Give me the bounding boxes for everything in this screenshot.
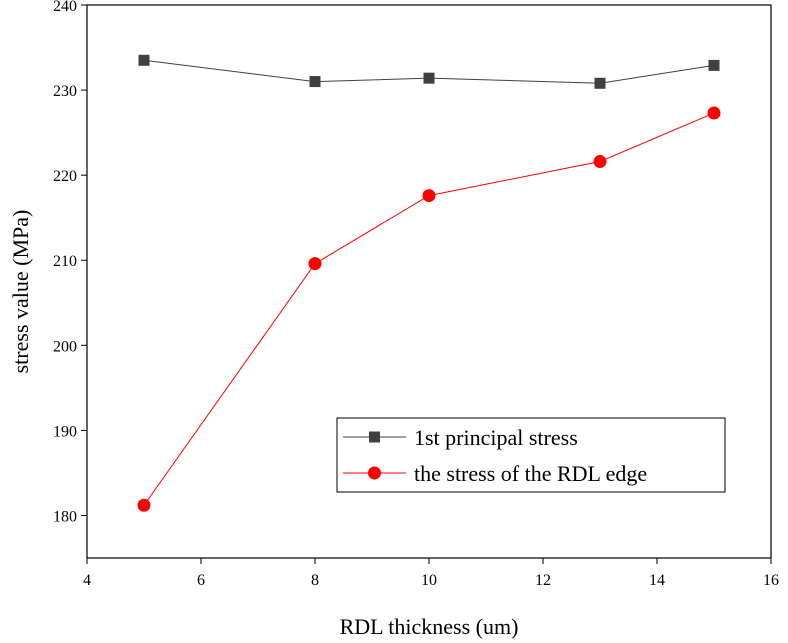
x-tick-label: 14 xyxy=(649,572,665,589)
y-tick-label: 180 xyxy=(53,508,77,525)
y-tick-label: 200 xyxy=(53,338,77,355)
y-tick-label: 220 xyxy=(53,168,77,185)
legend-label-principal: 1st principal stress xyxy=(414,425,578,450)
legend-entry-principal: 1st principal stress xyxy=(343,425,578,450)
data-point-circle xyxy=(707,106,721,120)
y-axis-title: stress value (MPa) xyxy=(8,210,33,374)
legend: 1st principal stress the stress of the R… xyxy=(336,417,726,493)
data-point-square xyxy=(138,54,150,66)
data-point-square xyxy=(423,72,435,84)
x-axis-title: RDL thickness (um) xyxy=(340,614,519,639)
y-tick-label: 240 xyxy=(53,0,77,15)
legend-entry-edge: the stress of the RDL edge xyxy=(343,461,647,486)
data-point-square xyxy=(708,59,720,71)
series-layer xyxy=(137,54,721,512)
y-tick-label: 230 xyxy=(53,83,77,100)
data-point-circle xyxy=(137,498,151,512)
legend-circle-marker-icon xyxy=(368,466,381,480)
y-tick-label: 210 xyxy=(53,253,77,270)
y-axis: 180 190 200 210 220 230 240 xyxy=(53,0,87,525)
data-point-circle xyxy=(308,257,322,271)
x-tick-label: 4 xyxy=(83,572,91,589)
data-point-square xyxy=(309,76,321,88)
y-tick-label: 190 xyxy=(53,423,77,440)
data-point-circle xyxy=(422,189,436,203)
legend-square-marker-icon xyxy=(369,431,380,443)
data-point-circle xyxy=(593,155,607,169)
data-point-square xyxy=(594,77,606,89)
legend-box xyxy=(336,417,726,493)
x-tick-label: 16 xyxy=(763,572,779,589)
x-tick-label: 6 xyxy=(197,572,205,589)
legend-label-edge: the stress of the RDL edge xyxy=(414,461,647,486)
x-tick-label: 10 xyxy=(421,572,437,589)
x-tick-label: 8 xyxy=(311,572,319,589)
x-axis: 4 6 8 10 12 14 16 xyxy=(83,558,779,589)
x-tick-label: 12 xyxy=(535,572,551,589)
